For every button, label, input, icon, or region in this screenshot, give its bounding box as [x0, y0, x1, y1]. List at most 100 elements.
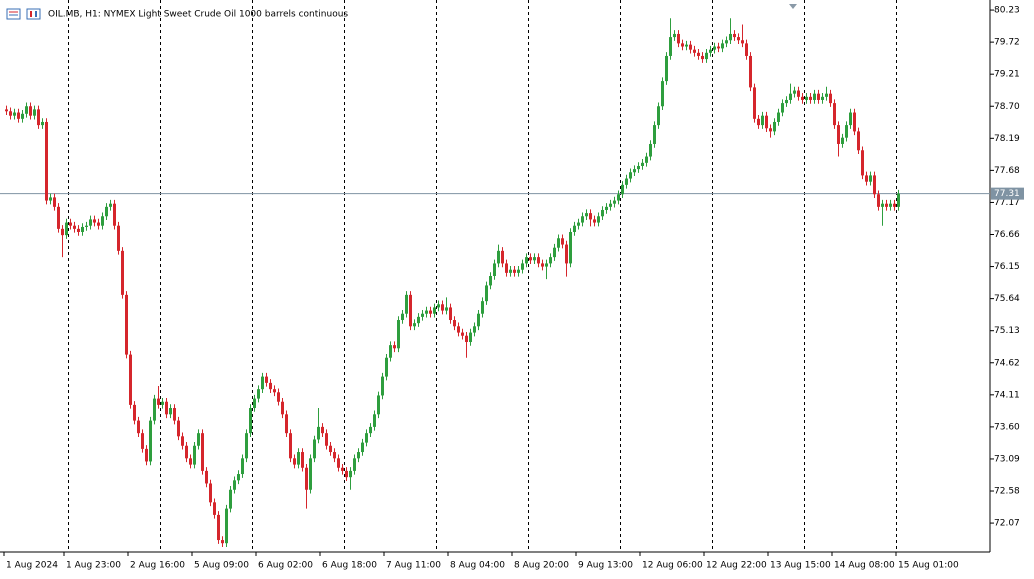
candle-body [293, 458, 296, 465]
candle-body [261, 376, 264, 390]
y-tick-label: 78.19 [994, 134, 1020, 144]
candle-body [89, 219, 92, 226]
candle-body [769, 128, 772, 132]
candle-body [325, 433, 328, 446]
candle-body [557, 238, 560, 248]
candle-body [785, 99, 788, 104]
x-tick-label: 8 Aug 20:00 [514, 561, 569, 571]
candle-body [301, 452, 304, 468]
candle-body [285, 414, 288, 434]
candle-body [781, 103, 784, 113]
candle-body [369, 426, 372, 434]
candle-body [13, 112, 16, 116]
candle-body [589, 213, 592, 220]
candle-body [509, 269, 512, 273]
candle-body [761, 115, 764, 126]
candle-body [69, 222, 72, 226]
candle-body [233, 480, 236, 490]
candle-body [881, 203, 884, 207]
x-tick-label: 13 Aug 15:00 [770, 561, 831, 571]
candle-body [265, 376, 268, 383]
candle-body [537, 257, 540, 264]
candle-body [93, 219, 96, 223]
candle-body [765, 115, 768, 129]
candle-body [405, 294, 408, 314]
candle-body [45, 121, 48, 201]
candle-body [5, 109, 8, 112]
candle-body [601, 209, 604, 217]
candle-body [709, 49, 712, 53]
y-tick-label: 72.58 [994, 487, 1020, 497]
candle-body [549, 257, 552, 264]
candle-body [793, 90, 796, 94]
candle-body [49, 197, 52, 201]
chart-title: OIL.MB, H1: NYMEX Light Sweet Crude Oil … [48, 10, 348, 20]
candle-body [61, 228, 64, 236]
candle-body [133, 404, 136, 421]
x-tick-label: 15 Aug 01:00 [898, 561, 959, 571]
candle-body [561, 238, 564, 245]
candle-body [73, 225, 76, 229]
candle-body [337, 458, 340, 468]
candle-body [629, 172, 632, 179]
candle-body [525, 257, 528, 264]
candle-body [113, 203, 116, 226]
candle-body [77, 228, 80, 232]
candle-body [305, 467, 308, 490]
title-icons [6, 8, 41, 20]
candle-body [449, 307, 452, 321]
candle-body [797, 90, 800, 97]
candle-body [237, 474, 240, 481]
y-tick-label: 79.21 [994, 70, 1020, 80]
candle-body [893, 203, 896, 207]
candle-body [737, 37, 740, 41]
x-tick-label: 14 Aug 08:00 [834, 561, 895, 571]
candle-body [801, 96, 804, 100]
candle-body [465, 335, 468, 343]
candle-body [545, 263, 548, 267]
candle-body [861, 150, 864, 176]
candle-body [29, 106, 32, 116]
candle-body [681, 43, 684, 47]
candle-body [653, 125, 656, 144]
candle-body [357, 452, 360, 459]
candle-body [309, 458, 312, 490]
candle-body [849, 112, 852, 126]
candle-body [473, 326, 476, 333]
candle-body [185, 445, 188, 459]
candle-body [885, 203, 888, 207]
candle-body [129, 354, 132, 405]
candle-body [9, 111, 12, 116]
candle-body [677, 33, 680, 44]
candle-body [625, 178, 628, 185]
candle-body [377, 395, 380, 415]
candle-body [581, 216, 584, 223]
candle-body [353, 458, 356, 471]
candle-body [373, 414, 376, 427]
candle-body [497, 250, 500, 264]
candle-body [461, 332, 464, 336]
candle-body [213, 502, 216, 515]
candle-body [577, 222, 580, 226]
candle-body [117, 225, 120, 251]
candle-body [717, 46, 720, 49]
candle-body [873, 175, 876, 195]
candle-body [865, 175, 868, 182]
candle-body [141, 433, 144, 449]
candle-body [153, 398, 156, 421]
candle-body [417, 316, 420, 324]
candle-body [121, 250, 124, 295]
candle-body [565, 244, 568, 264]
candle-body [701, 55, 704, 60]
candle-body [661, 81, 664, 107]
x-tick-label: 5 Aug 09:00 [194, 561, 249, 571]
candle-body [617, 194, 620, 201]
y-tick-label: 73.09 [994, 454, 1020, 464]
candle-body [249, 408, 252, 434]
y-tick-label: 76.66 [994, 230, 1020, 240]
y-tick-label: 77.17 [994, 198, 1020, 208]
candle-body [441, 304, 444, 311]
candle-body [729, 33, 732, 41]
